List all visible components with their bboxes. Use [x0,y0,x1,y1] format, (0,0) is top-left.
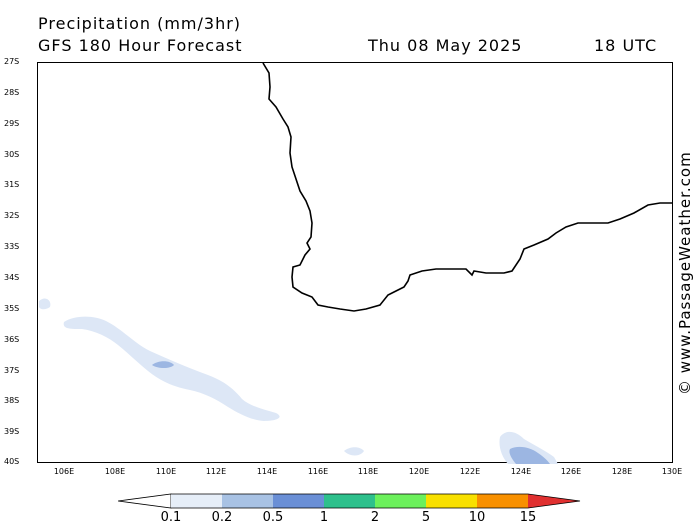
lon-label: 124E [510,467,532,476]
lon-label: 126E [560,467,582,476]
lat-label: 28S [4,88,20,97]
lat-label: 38S [4,396,20,405]
lat-label: 37S [4,366,20,375]
lat-label: 27S [4,57,20,66]
lat-label: 39S [4,427,20,436]
legend-swatch [222,494,273,508]
lon-label: 108E [104,467,126,476]
legend-label: 0.2 [211,510,233,525]
precip-spot-southeast [509,446,550,464]
legend-label: 1 [319,510,329,525]
map-canvas [39,63,673,464]
lon-label: 118E [357,467,379,476]
lat-label: 33S [4,242,20,251]
lat-label: 40S [4,457,20,466]
site-credit: © www.PassageWeather.com [676,151,694,395]
lon-label: 110E [155,467,177,476]
lon-label: 106E [53,467,75,476]
coastline [262,63,673,312]
lat-label: 31S [4,180,20,189]
legend-label: 15 [519,510,537,525]
forecast-date: Thu 08 May 2025 [368,36,523,55]
lat-label: 34S [4,273,20,282]
legend-swatch [324,494,375,508]
legend-label: 5 [421,510,431,525]
legend-arrow-high [528,494,580,508]
precip-band [63,316,280,421]
lon-label: 122E [459,467,481,476]
lon-label: 120E [408,467,430,476]
lat-label: 35S [4,304,20,313]
precip-spot-mid [152,361,174,368]
legend-swatch [375,494,426,508]
legend-arrow-low [118,493,172,509]
legend-label: 2 [370,510,380,525]
precip-legend [118,493,581,509]
forecast-time: 18 UTC [594,36,658,55]
legend-swatch [477,494,528,508]
forecast-model: GFS 180 Hour Forecast [38,36,243,55]
lon-label: 130E [661,467,683,476]
legend-swatch [171,494,222,508]
lon-label: 128E [611,467,633,476]
lon-label: 116E [307,467,329,476]
legend-label: 0.1 [160,510,182,525]
legend-label: 10 [468,510,486,525]
legend-swatch [273,494,324,508]
legend-swatch [426,494,477,508]
map-title: Precipitation (mm/3hr) [38,14,242,33]
precip-area-west [39,298,51,310]
lat-label: 32S [4,211,20,220]
legend-label: 0.5 [262,510,284,525]
map-panel [37,62,673,464]
precip-spot-south [344,447,364,456]
lat-label: 36S [4,335,20,344]
lat-label: 30S [4,150,20,159]
legend-outline [171,493,581,509]
lon-label: 114E [256,467,278,476]
lon-label: 112E [205,467,227,476]
lat-label: 29S [4,119,20,128]
